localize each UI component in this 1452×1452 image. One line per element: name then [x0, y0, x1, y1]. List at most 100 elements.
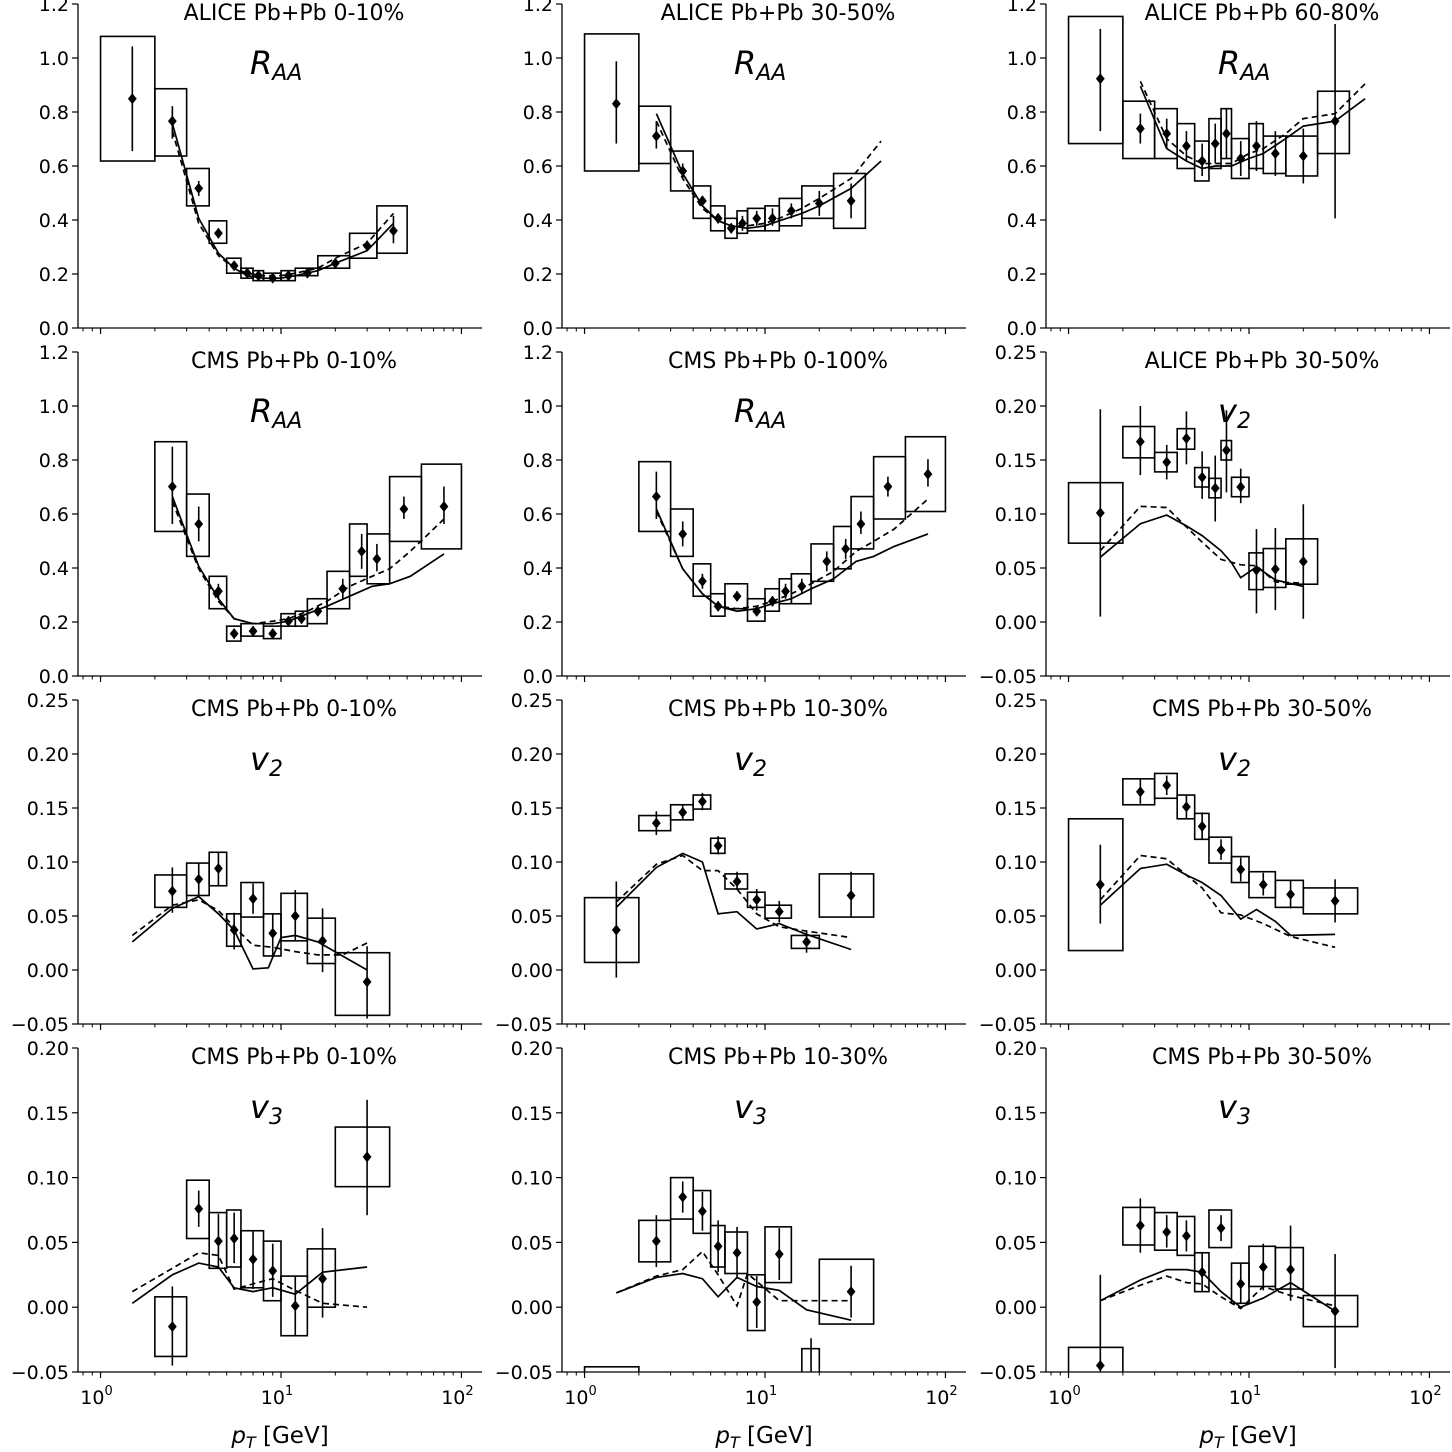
systematic-box [154, 87, 188, 157]
data-point [1236, 1278, 1246, 1290]
y-tick-label: 0.20 [995, 1038, 1037, 1060]
y-tick-label: 0.25 [995, 690, 1037, 712]
systematic-box [154, 1296, 188, 1358]
theory-solid-line [1099, 1268, 1336, 1312]
systematic-box [832, 172, 867, 230]
y-tick-label: 0.10 [995, 852, 1037, 874]
panel-title: CMS Pb+Pb 30-50% [1152, 697, 1372, 722]
systematic-box [1122, 425, 1156, 459]
y-tick-label: 0.10 [511, 852, 553, 874]
data-point [1258, 879, 1268, 891]
systematic-box [1208, 1209, 1233, 1249]
y-tick-label: 1.2 [39, 342, 69, 364]
data-point [127, 93, 137, 105]
y-tick-label: 0.05 [995, 558, 1037, 580]
systematic-box [904, 435, 947, 513]
data-point [1210, 482, 1220, 494]
systematic-box [818, 1258, 875, 1325]
x-axis-label: pT [GeV] [230, 1423, 328, 1452]
y-tick-label: 0.00 [995, 960, 1037, 982]
y-tick-label: 0.25 [995, 342, 1037, 364]
systematic-box [1302, 1294, 1359, 1328]
y-tick-label: 0.10 [511, 1168, 553, 1190]
panel-title: CMS Pb+Pb 10-30% [668, 1045, 888, 1070]
panel-11: −0.05 0.00 0.05 0.10 0.15 0.20 100 101 102 CMS Pb… [495, 1038, 966, 1452]
y-tick-label: 0.0 [39, 318, 69, 340]
systematic-box [280, 892, 309, 942]
plot-area [131, 851, 391, 1019]
x-tick-label: 101 [1229, 1384, 1261, 1409]
y-tick-label: 0.15 [511, 1103, 553, 1125]
panel-1: 0.0 0.2 0.4 0.6 0.8 1.0 1.2 ALICE Pb+Pb 0-10% RA… [39, 0, 482, 340]
data-point [229, 924, 239, 936]
plot-area [154, 440, 463, 642]
y-tick-label: 1.0 [523, 396, 553, 418]
theory-dashed-line [655, 120, 882, 227]
systematic-box [185, 1179, 210, 1240]
panel-title: ALICE Pb+Pb 0-10% [184, 1, 405, 26]
y-tick-label: 0.05 [511, 906, 553, 928]
data-point [194, 1203, 204, 1215]
systematic-box [420, 463, 463, 550]
data-point [284, 615, 293, 627]
data-point [362, 240, 372, 252]
y-tick-label: 1.0 [39, 396, 69, 418]
y-tick-label: 0.6 [39, 504, 69, 526]
data-point [1270, 563, 1280, 575]
theory-solid-line [1099, 863, 1336, 937]
theory-dashed-line [1099, 854, 1336, 949]
data-point [362, 976, 372, 988]
data-point [167, 115, 177, 127]
theory-dashed-line [1099, 1275, 1336, 1310]
plot-area [583, 792, 875, 978]
y-tick-label: 0.6 [1007, 156, 1037, 178]
data-point [1236, 481, 1246, 493]
systematic-box [764, 904, 793, 919]
systematic-box [306, 597, 328, 625]
data-point [732, 1247, 742, 1259]
systematic-box [154, 440, 188, 533]
systematic-box [1274, 1246, 1305, 1290]
data-point [651, 817, 661, 829]
y-tick-label: 0.0 [1007, 318, 1037, 340]
plot-area [583, 33, 882, 240]
y-tick-label: 0.00 [27, 960, 69, 982]
systematic-box [790, 934, 821, 950]
data-point [297, 613, 306, 625]
observable-label: v2 [250, 740, 283, 782]
plot-area [583, 1176, 875, 1372]
observable-label: v3 [250, 1088, 283, 1130]
systematic-box [746, 1274, 766, 1332]
y-tick-label: −0.05 [495, 1014, 553, 1036]
x-tick-label: 100 [1048, 1384, 1080, 1409]
data-point [1162, 128, 1172, 140]
y-tick-label: 0.20 [511, 744, 553, 766]
data-point [1252, 140, 1261, 152]
data-point [651, 130, 661, 142]
y-tick-label: −0.05 [11, 1014, 69, 1036]
y-tick-label: 0.8 [1007, 102, 1037, 124]
data-point [1330, 895, 1340, 907]
systematic-box [240, 881, 265, 918]
y-tick-label: 0.15 [27, 1103, 69, 1125]
systematic-box [724, 873, 749, 890]
y-tick-label: 1.2 [1007, 0, 1037, 16]
theory-dashed-line [171, 501, 445, 625]
systematic-box [1285, 538, 1319, 586]
data-point [318, 935, 327, 947]
theory-solid-line [131, 1262, 368, 1304]
panel-8: −0.05 0.00 0.05 0.10 0.15 0.20 0.25 CMS Pb+Pb 1… [495, 690, 966, 1036]
systematic-box [583, 33, 640, 172]
systematic-box [185, 167, 210, 207]
data-point [678, 528, 688, 540]
data-point [313, 605, 323, 617]
systematic-box [317, 254, 351, 269]
y-tick-label: 0.20 [27, 744, 69, 766]
data-point [1135, 123, 1145, 135]
observable-label: v2 [1218, 392, 1251, 434]
systematic-box [583, 1366, 640, 1372]
data-point [399, 503, 409, 515]
theory-solid-line [655, 113, 882, 230]
observable-label: RAA [250, 44, 302, 86]
y-tick-label: −0.05 [979, 1362, 1037, 1384]
